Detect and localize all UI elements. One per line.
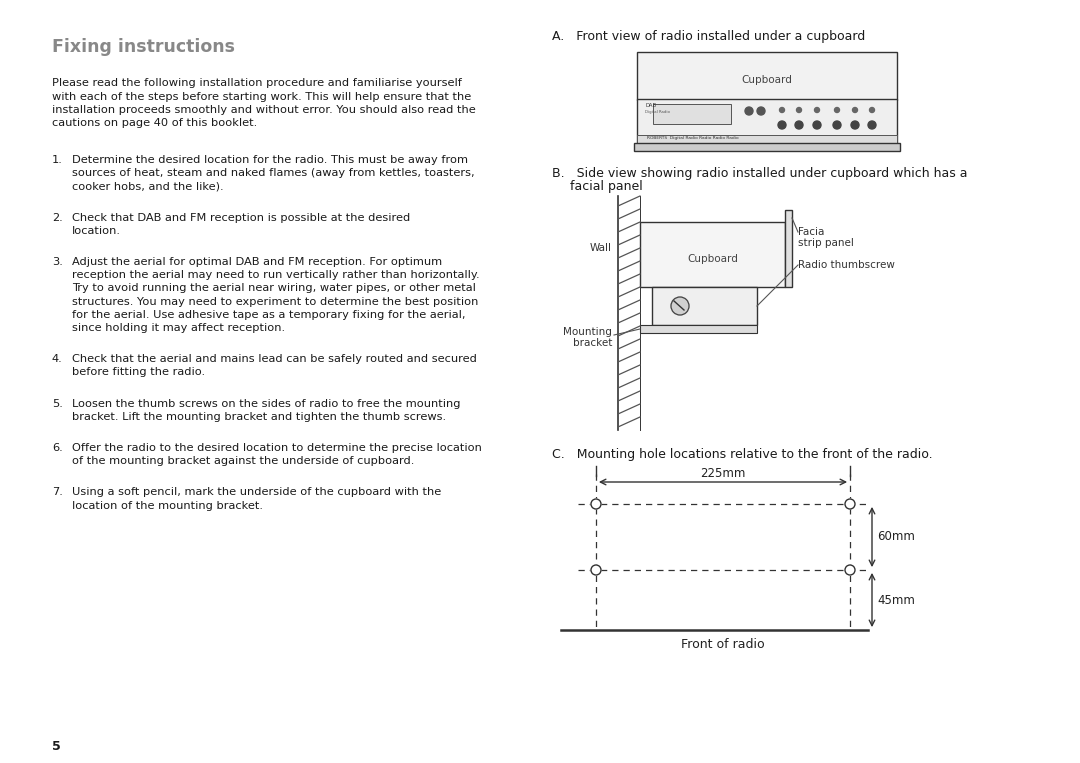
Bar [637,135,897,145]
Circle shape [797,108,801,112]
Circle shape [780,108,784,112]
Circle shape [845,565,855,575]
Bar [653,104,731,124]
Text: 225mm: 225mm [700,467,745,480]
Text: installation proceeds smoothly and without error. You should also read the: installation proceeds smoothly and witho… [52,105,476,115]
Circle shape [591,565,600,575]
Text: Determine the desired location for the radio. This must be away from: Determine the desired location for the r… [72,155,468,165]
Circle shape [671,297,689,315]
Text: location of the mounting bracket.: location of the mounting bracket. [72,501,264,510]
Circle shape [845,499,855,509]
Text: Offer the radio to the desired location to determine the precise location: Offer the radio to the desired location … [72,443,482,453]
Text: DAB: DAB [645,103,657,108]
Bar [634,143,900,151]
Bar [640,222,785,287]
Circle shape [869,108,875,112]
Text: Facia: Facia [798,227,824,237]
Circle shape [778,121,786,129]
Bar [637,99,897,145]
Text: 5.: 5. [52,398,63,409]
Text: 60mm: 60mm [877,530,915,543]
Circle shape [814,108,820,112]
Text: 2.: 2. [52,213,63,223]
Text: 1.: 1. [52,155,63,165]
Bar [652,287,757,325]
Text: A.   Front view of radio installed under a cupboard: A. Front view of radio installed under a… [552,30,865,43]
Circle shape [851,121,859,129]
Text: 45mm: 45mm [877,594,915,607]
Text: of the mounting bracket against the underside of cupboard.: of the mounting bracket against the unde… [72,456,415,466]
Text: with each of the steps before starting work. This will help ensure that the: with each of the steps before starting w… [52,92,471,101]
Text: Radio thumbscrew: Radio thumbscrew [798,260,895,270]
Text: Cupboard: Cupboard [742,75,793,85]
Text: sources of heat, steam and naked flames (away from kettles, toasters,: sources of heat, steam and naked flames … [72,168,474,179]
Bar [637,52,897,100]
Circle shape [745,107,753,115]
Text: Check that DAB and FM reception is possible at the desired: Check that DAB and FM reception is possi… [72,213,410,223]
Text: B.   Side view showing radio installed under cupboard which has a: B. Side view showing radio installed und… [552,167,968,180]
Text: Front of radio: Front of radio [681,638,765,651]
Text: Cupboard: Cupboard [687,253,738,263]
Text: Check that the aerial and mains lead can be safely routed and secured: Check that the aerial and mains lead can… [72,354,477,364]
Text: strip panel: strip panel [798,238,854,248]
Text: facial panel: facial panel [570,180,643,193]
Bar [640,325,757,333]
Circle shape [795,121,804,129]
Circle shape [591,499,600,509]
Text: 6.: 6. [52,443,63,453]
Text: reception the aerial may need to run vertically rather than horizontally.: reception the aerial may need to run ver… [72,270,480,280]
Text: 4.: 4. [52,354,63,364]
Text: Loosen the thumb screws on the sides of radio to free the mounting: Loosen the thumb screws on the sides of … [72,398,460,409]
Circle shape [868,121,876,129]
Text: bracket: bracket [572,338,612,348]
Text: before fitting the radio.: before fitting the radio. [72,368,205,378]
Text: location.: location. [72,226,121,236]
Text: Please read the following installation procedure and familiarise yourself: Please read the following installation p… [52,78,462,88]
Text: 3.: 3. [52,257,63,267]
Text: Adjust the aerial for optimal DAB and FM reception. For optimum: Adjust the aerial for optimal DAB and FM… [72,257,442,267]
Circle shape [813,121,821,129]
Circle shape [852,108,858,112]
Text: Try to avoid running the aerial near wiring, water pipes, or other metal: Try to avoid running the aerial near wir… [72,283,476,294]
Text: Digital Radio: Digital Radio [645,110,670,114]
Text: structures. You may need to experiment to determine the best position: structures. You may need to experiment t… [72,297,478,307]
Circle shape [833,121,841,129]
Text: Fixing instructions: Fixing instructions [52,38,235,56]
Text: C.   Mounting hole locations relative to the front of the radio.: C. Mounting hole locations relative to t… [552,448,933,461]
Circle shape [757,107,765,115]
Text: Wall: Wall [590,243,612,253]
Text: bracket. Lift the mounting bracket and tighten the thumb screws.: bracket. Lift the mounting bracket and t… [72,412,446,422]
Text: cautions on page 40 of this booklet.: cautions on page 40 of this booklet. [52,118,257,128]
Text: ROBERTS  Digital Radio Radio Radio Radio: ROBERTS Digital Radio Radio Radio Radio [647,136,739,140]
Text: 7.: 7. [52,488,63,497]
Circle shape [835,108,839,112]
Bar [785,210,792,287]
Text: for the aerial. Use adhesive tape as a temporary fixing for the aerial,: for the aerial. Use adhesive tape as a t… [72,310,465,320]
Text: Using a soft pencil, mark the underside of the cupboard with the: Using a soft pencil, mark the underside … [72,488,442,497]
Text: Mounting: Mounting [563,327,612,337]
Text: since holding it may affect reception.: since holding it may affect reception. [72,323,285,333]
Text: cooker hobs, and the like).: cooker hobs, and the like). [72,182,224,192]
Text: 5: 5 [52,740,60,753]
